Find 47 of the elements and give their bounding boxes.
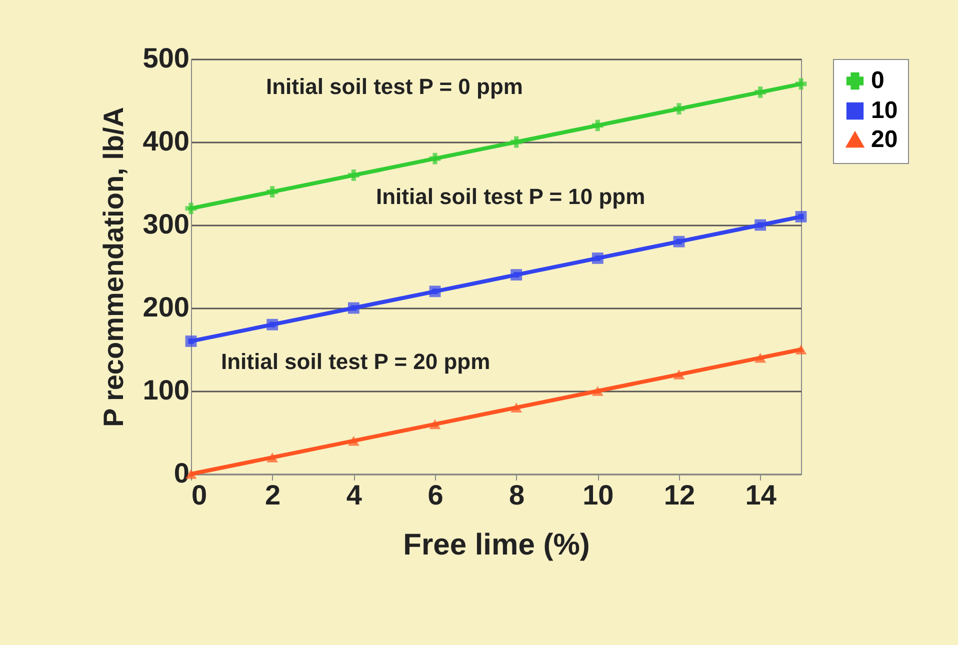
point bbox=[754, 352, 766, 363]
annotation: Initial soil test P = 10 ppm bbox=[376, 184, 646, 209]
point bbox=[348, 436, 360, 446]
point bbox=[592, 252, 604, 264]
legend-label: 20 bbox=[871, 126, 898, 153]
point bbox=[754, 219, 766, 231]
y-tick-label: 300 bbox=[142, 208, 190, 240]
legend-label: 0 bbox=[871, 67, 884, 94]
x-tick-label: 12 bbox=[664, 480, 696, 510]
y-axis-title: P recommendation, lb/A bbox=[98, 107, 129, 427]
point bbox=[510, 402, 522, 413]
point bbox=[429, 419, 441, 430]
y-tick-label: 0 bbox=[174, 458, 190, 488]
x-tick-label: 10 bbox=[582, 480, 614, 510]
point bbox=[185, 336, 197, 347]
point bbox=[510, 269, 522, 280]
point bbox=[795, 211, 807, 222]
point bbox=[348, 170, 360, 181]
point bbox=[673, 369, 685, 380]
point bbox=[266, 186, 278, 198]
annotation: Initial soil test P = 20 ppm bbox=[221, 349, 490, 374]
point bbox=[673, 236, 685, 248]
point bbox=[266, 318, 278, 330]
annotation: Initial soil test P = 0 ppm bbox=[266, 74, 523, 99]
legend-label: 10 bbox=[871, 97, 898, 124]
point bbox=[266, 452, 278, 462]
y-tick-label: 400 bbox=[142, 126, 190, 156]
point bbox=[510, 136, 522, 148]
point bbox=[592, 386, 604, 396]
x-tick-label: 14 bbox=[745, 480, 777, 510]
point bbox=[795, 78, 807, 90]
point bbox=[429, 152, 441, 164]
point bbox=[185, 202, 197, 214]
x-tick-label: 8 bbox=[509, 480, 525, 510]
point bbox=[795, 344, 807, 354]
point bbox=[592, 120, 604, 132]
x-tick-label: 4 bbox=[346, 480, 362, 510]
y-tick-label: 500 bbox=[142, 42, 190, 74]
point bbox=[673, 103, 685, 114]
point bbox=[348, 302, 360, 314]
x-tick-label: 6 bbox=[428, 480, 444, 510]
point bbox=[429, 286, 441, 298]
point bbox=[754, 86, 766, 98]
x-axis-title: Free lime (%) bbox=[403, 528, 590, 562]
y-tick-label: 200 bbox=[142, 292, 190, 322]
x-tick-label: 2 bbox=[265, 480, 281, 510]
y-tick-label: 100 bbox=[142, 374, 190, 406]
